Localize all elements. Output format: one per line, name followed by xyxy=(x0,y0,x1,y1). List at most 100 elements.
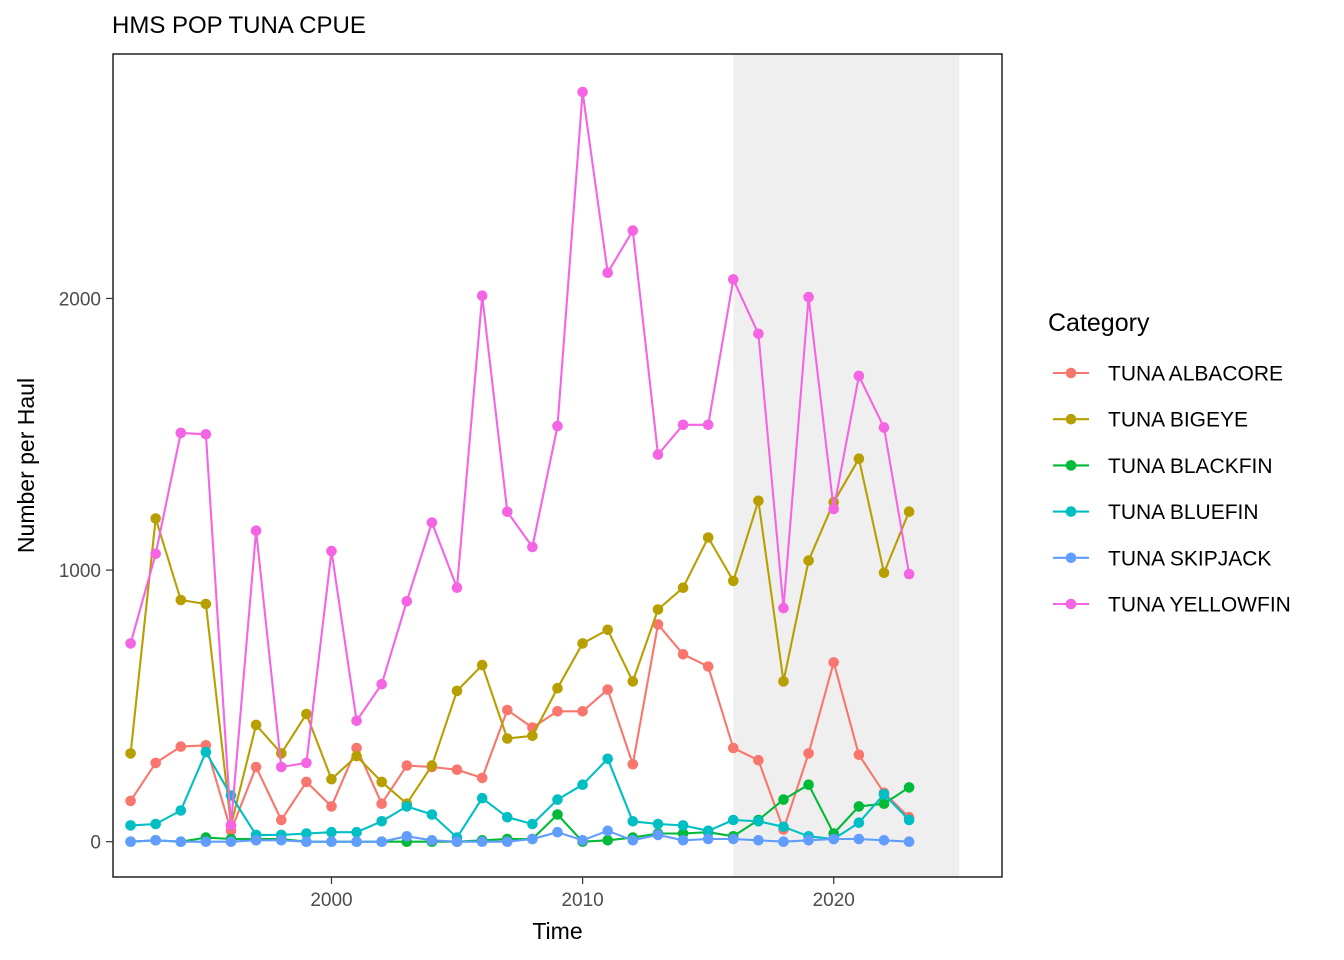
data-point-tuna-albacore-2017 xyxy=(753,754,764,766)
legend-label: TUNA BLACKFIN xyxy=(1108,455,1273,478)
data-point-tuna-bluefin-1995 xyxy=(200,746,212,758)
series-layer xyxy=(125,86,915,847)
data-point-tuna-bigeye-1995 xyxy=(200,598,212,610)
data-point-tuna-yellowfin-1994 xyxy=(175,427,187,439)
data-point-tuna-bluefin-1993 xyxy=(150,818,161,830)
legend-item-tuna-albacore: TUNA ALBACORE xyxy=(1053,363,1283,386)
data-point-tuna-skipjack-2004 xyxy=(426,835,438,846)
data-point-tuna-yellowfin-2003 xyxy=(401,596,413,607)
data-point-tuna-bigeye-2021 xyxy=(853,453,865,465)
data-point-tuna-skipjack-2020 xyxy=(828,833,839,845)
data-point-tuna-yellowfin-2010 xyxy=(577,86,588,98)
series-line-tuna-albacore xyxy=(129,623,910,832)
data-point-tuna-skipjack-1997 xyxy=(250,835,262,846)
data-point-tuna-albacore-2016 xyxy=(728,742,739,754)
data-point-tuna-bigeye-2022 xyxy=(878,567,890,579)
data-point-tuna-albacore-2011 xyxy=(602,684,613,695)
data-point-tuna-bluefin-2014 xyxy=(677,820,689,831)
data-point-tuna-bigeye-2012 xyxy=(627,676,639,687)
data-point-tuna-bluefin-2022 xyxy=(878,788,890,800)
data-point-tuna-bigeye-2002 xyxy=(376,776,388,788)
data-point-tuna-albacore-2020 xyxy=(828,657,839,668)
data-point-tuna-bigeye-1993 xyxy=(150,513,161,524)
legend-label: TUNA BIGEYE xyxy=(1108,409,1248,432)
data-point-tuna-bigeye-2015 xyxy=(702,532,714,543)
data-point-tuna-albacore-2000 xyxy=(326,801,337,812)
data-point-tuna-yellowfin-2001 xyxy=(351,715,362,727)
data-point-tuna-yellowfin-2009 xyxy=(552,420,563,432)
data-point-tuna-yellowfin-2023 xyxy=(903,568,915,580)
data-point-tuna-skipjack-2014 xyxy=(677,835,689,846)
data-point-tuna-blackfin-2021 xyxy=(853,801,865,812)
data-point-tuna-yellowfin-2014 xyxy=(677,419,689,431)
data-point-tuna-skipjack-2011 xyxy=(602,825,613,837)
data-point-tuna-yellowfin-2006 xyxy=(476,290,488,302)
legend-title: Category xyxy=(1048,309,1150,337)
data-point-tuna-skipjack-2007 xyxy=(502,836,513,847)
data-point-tuna-bluefin-2016 xyxy=(728,814,739,826)
data-point-tuna-skipjack-2018 xyxy=(778,836,789,847)
legend-key-point xyxy=(1065,413,1077,425)
data-point-tuna-bluefin-2018 xyxy=(778,821,789,833)
data-point-tuna-bluefin-1994 xyxy=(175,805,187,816)
data-point-tuna-bigeye-1992 xyxy=(125,748,136,759)
data-point-tuna-yellowfin-1997 xyxy=(250,525,262,536)
data-point-tuna-yellowfin-2016 xyxy=(728,274,739,285)
data-point-tuna-bigeye-2010 xyxy=(577,638,588,649)
data-point-tuna-skipjack-2015 xyxy=(702,833,714,845)
data-point-tuna-blackfin-2022 xyxy=(878,798,890,809)
data-point-tuna-bluefin-2009 xyxy=(552,794,563,805)
series-line-tuna-bigeye xyxy=(129,457,911,827)
data-point-tuna-bluefin-2002 xyxy=(376,816,388,827)
data-point-tuna-blackfin-2018 xyxy=(778,794,789,805)
data-point-tuna-skipjack-1994 xyxy=(175,836,187,847)
data-point-tuna-bluefin-2003 xyxy=(401,801,413,812)
data-point-tuna-skipjack-2009 xyxy=(552,826,563,838)
x-axis: 2000 2010 2020 xyxy=(310,877,855,911)
x-tick-label-2010: 2010 xyxy=(561,890,603,911)
data-point-tuna-skipjack-2012 xyxy=(627,835,639,846)
data-point-tuna-skipjack-1992 xyxy=(125,836,136,847)
data-point-tuna-bigeye-1994 xyxy=(175,594,187,606)
legend-label: TUNA SKIPJACK xyxy=(1108,547,1271,570)
series-tuna-skipjack xyxy=(125,825,915,847)
legend-key-point xyxy=(1065,460,1077,471)
data-point-tuna-yellowfin-2017 xyxy=(753,328,764,340)
data-point-tuna-albacore-1997 xyxy=(250,761,262,773)
data-point-tuna-albacore-1993 xyxy=(150,757,161,769)
data-point-tuna-albacore-1992 xyxy=(125,795,136,807)
data-point-tuna-blackfin-2009 xyxy=(552,809,563,820)
data-point-tuna-yellowfin-1996 xyxy=(225,820,237,831)
data-point-tuna-yellowfin-2015 xyxy=(702,419,714,431)
data-point-tuna-albacore-2021 xyxy=(853,749,865,761)
data-point-tuna-albacore-2003 xyxy=(401,760,413,771)
data-point-tuna-skipjack-2002 xyxy=(376,836,388,847)
legend-item-tuna-bigeye: TUNA BIGEYE xyxy=(1053,409,1248,432)
data-point-tuna-albacore-2013 xyxy=(652,619,664,630)
data-point-tuna-bluefin-2004 xyxy=(426,809,438,820)
series-tuna-bluefin xyxy=(125,746,915,845)
data-point-tuna-blackfin-2019 xyxy=(803,779,814,790)
legend-item-tuna-bluefin: TUNA BLUEFIN xyxy=(1053,501,1259,524)
data-point-tuna-skipjack-1996 xyxy=(225,836,237,847)
data-point-tuna-bigeye-2008 xyxy=(527,730,538,742)
data-point-tuna-yellowfin-1995 xyxy=(200,429,212,440)
data-point-tuna-albacore-2014 xyxy=(677,649,689,660)
data-point-tuna-bigeye-2004 xyxy=(426,760,438,771)
data-point-tuna-skipjack-2000 xyxy=(326,836,337,847)
data-point-tuna-bigeye-2000 xyxy=(326,773,337,785)
data-point-tuna-bigeye-2005 xyxy=(451,685,463,697)
data-point-tuna-albacore-2002 xyxy=(376,798,388,809)
data-point-tuna-bigeye-2009 xyxy=(552,682,563,694)
data-point-tuna-yellowfin-1998 xyxy=(276,761,287,773)
chart-title: HMS POP TUNA CPUE xyxy=(112,12,366,39)
legend-label: TUNA YELLOWFIN xyxy=(1108,594,1291,617)
data-point-tuna-albacore-2009 xyxy=(552,706,563,717)
y-axis: 0 1000 2000 xyxy=(59,289,113,854)
data-point-tuna-skipjack-2008 xyxy=(527,833,538,845)
data-point-tuna-bluefin-2000 xyxy=(326,826,337,838)
data-point-tuna-skipjack-1995 xyxy=(200,836,212,847)
legend-item-tuna-yellowfin: TUNA YELLOWFIN xyxy=(1053,594,1291,617)
data-point-tuna-bluefin-2010 xyxy=(577,779,588,790)
series-tuna-yellowfin xyxy=(125,86,915,831)
